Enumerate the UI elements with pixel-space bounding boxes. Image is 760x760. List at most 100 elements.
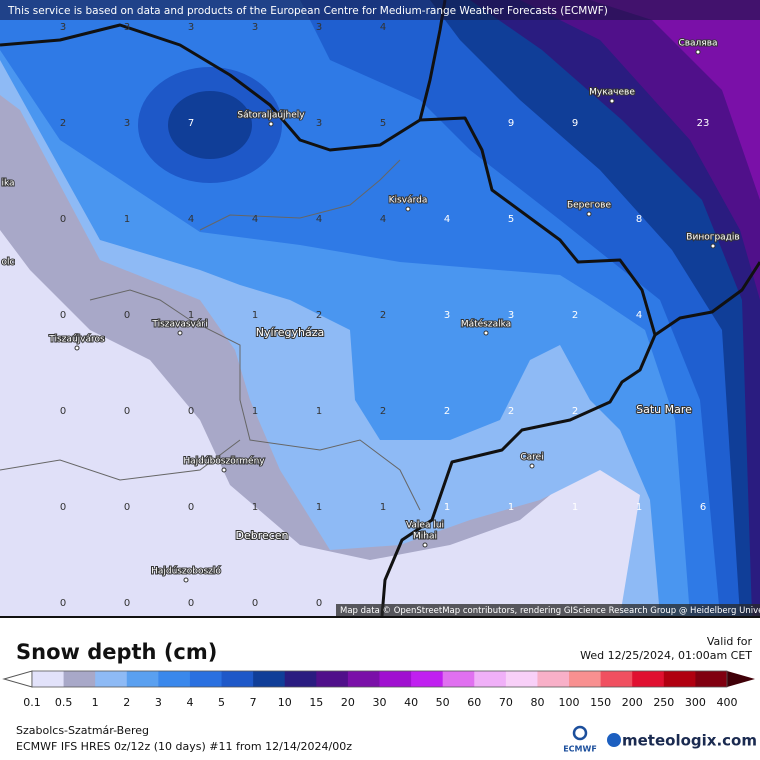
legend-swatch	[253, 671, 286, 687]
grid-value: 2	[572, 406, 578, 417]
grid-value: 1	[444, 502, 450, 513]
legend-swatch	[63, 671, 96, 687]
grid-value: 0	[60, 598, 66, 609]
grid-value: 3	[508, 310, 514, 321]
grid-value: 0	[252, 598, 258, 609]
grid-value: 2	[444, 406, 450, 417]
grid-value: 0	[60, 502, 66, 513]
legend-swatch	[505, 671, 538, 687]
legend-swatch	[126, 671, 159, 687]
notice-bar	[0, 0, 760, 20]
city-dot	[221, 467, 227, 473]
city-label: Nyíregyháza	[256, 326, 325, 339]
legend-tick: 20	[341, 696, 355, 709]
region	[470, 0, 760, 616]
legend-tick: 50	[436, 696, 450, 709]
legend-tick: 15	[309, 696, 323, 709]
legend-swatch	[95, 671, 128, 687]
region	[520, 0, 760, 300]
grid-value: 4	[316, 214, 322, 225]
legend-tick: 7	[250, 696, 257, 709]
grid-value: 2	[380, 310, 386, 321]
attribution: Map data © OpenStreetMap contributors, r…	[340, 606, 760, 616]
legend-tick: 70	[499, 696, 513, 709]
grid-value: 3	[316, 118, 322, 129]
grid-value: 0	[188, 598, 194, 609]
legend-swatch	[411, 671, 444, 687]
city-label: Виноградів	[686, 233, 739, 243]
grid-value: 0	[60, 214, 66, 225]
legend-swatch	[600, 671, 633, 687]
city-dot	[695, 49, 701, 55]
city-dot	[268, 121, 274, 127]
grid-value: 7	[188, 118, 194, 129]
legend-tick: 0.1	[23, 696, 41, 709]
legend-swatch	[316, 671, 349, 687]
grid-value: 5	[380, 118, 386, 129]
attribution-bar	[336, 604, 760, 616]
grid-value: 0	[124, 406, 130, 417]
city-dot	[710, 243, 716, 249]
city-label: Hajdúszoboszló	[151, 566, 221, 577]
city-dot	[483, 330, 489, 336]
region-name: Szabolcs-Szatmár-Bereg	[16, 724, 149, 737]
grid-value: 2	[380, 406, 386, 417]
grid-value: 3	[188, 22, 194, 33]
grid-value: 1	[124, 214, 130, 225]
grid-value: 4	[188, 214, 194, 225]
county-borders	[0, 159, 421, 511]
legend-swatch	[632, 671, 665, 687]
legend-tick: 100	[559, 696, 580, 709]
legend-tick: 1	[92, 696, 99, 709]
city-label: Satu Mare	[636, 403, 692, 416]
city-label: Tiszavasvári	[151, 320, 207, 330]
ecmwf-icon	[572, 725, 588, 741]
grid-value: 0	[316, 598, 322, 609]
grid-value: 3	[316, 22, 322, 33]
legend-tick: 60	[467, 696, 481, 709]
map: 3 3 3 3 3 42 3 7 3 5 9 9 230 1 4 4 4 4 4 5 80 0 1 1 2 2 3 3 2 40 0 0 1 1 2…	[0, 0, 760, 618]
brand-text: meteologix.com	[622, 732, 757, 750]
city-dot	[183, 577, 189, 583]
legend-swatch	[663, 671, 696, 687]
city-label: Valea lui	[406, 521, 444, 531]
grid-value: 1	[636, 502, 642, 513]
legend-tick: 80	[530, 696, 544, 709]
city-label: olc	[2, 258, 15, 268]
grid-value: 9	[572, 118, 578, 129]
legend-swatch	[158, 671, 191, 687]
grid-value: 8	[636, 214, 642, 225]
legend-tick: 150	[590, 696, 611, 709]
legend-tick: 250	[653, 696, 674, 709]
grid-value: 1	[508, 502, 514, 513]
grid-value: 3	[124, 22, 130, 33]
city-label: Свалява	[678, 39, 717, 49]
grid-value: 1	[316, 502, 322, 513]
legend-frame	[31, 670, 728, 688]
grid-value: 0	[60, 310, 66, 321]
city-label: Sátoraljaújhely	[237, 111, 305, 121]
grid-value: 2	[572, 310, 578, 321]
legend-tick: 40	[404, 696, 418, 709]
county-border	[0, 439, 241, 481]
legend-swatch	[379, 671, 412, 687]
legend-tick: 30	[373, 696, 387, 709]
legend-under	[2, 670, 33, 688]
city-label: Мукачеве	[589, 88, 635, 98]
legend-tick: 300	[685, 696, 706, 709]
country-border	[380, 334, 657, 617]
legend-swatch	[189, 671, 223, 687]
legend-tick: 0.5	[55, 696, 73, 709]
grid-value: 2	[508, 406, 514, 417]
grid-value: 3	[124, 118, 130, 129]
legend-tick: 200	[622, 696, 643, 709]
cities: Sátoraljaújhely Kisvárda Nyíregyháza Tiszav…	[0, 38, 741, 583]
brand-logo: meteologix.com	[607, 732, 757, 750]
grid-value: 1	[188, 310, 194, 321]
grid-value: 3	[60, 22, 66, 33]
grid-value: 3	[444, 310, 450, 321]
city-label: Carei	[520, 453, 543, 463]
grid-value: 9	[508, 118, 514, 129]
city-dot	[74, 345, 80, 351]
